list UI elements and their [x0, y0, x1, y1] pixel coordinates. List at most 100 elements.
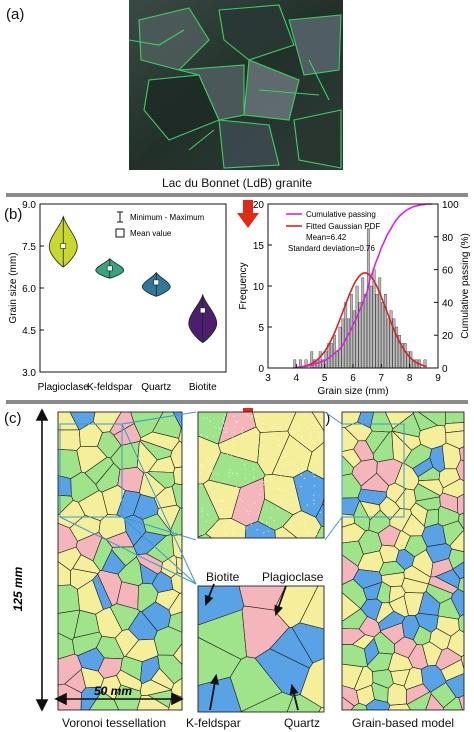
x-category-label: K-feldspar	[87, 382, 133, 393]
histogram-bar	[335, 351, 339, 369]
cumulative-curve	[293, 203, 433, 369]
y-tick-label: 10	[253, 282, 265, 293]
grain-texture	[199, 413, 322, 536]
histogram-bar	[364, 293, 367, 369]
grain-cell	[173, 466, 183, 486]
mean-marker	[153, 279, 160, 286]
histogram-bar	[347, 318, 350, 369]
histogram-bar	[375, 293, 379, 369]
x-tick-label: 7	[379, 373, 385, 384]
mean-annotation: Mean=6.42	[306, 233, 347, 242]
width-dimension-label: 50 mm	[94, 684, 132, 698]
histogram-bar	[355, 285, 359, 369]
histogram-bar	[352, 310, 356, 369]
grain-cell	[57, 584, 80, 614]
grain-cell	[457, 493, 465, 516]
callout-plagioclase: Plagioclase	[262, 570, 324, 584]
voronoi-tessellation	[57, 411, 183, 711]
panel-b-label: (b)	[4, 206, 23, 223]
grain-cell	[445, 411, 465, 424]
legend-gaussian-label: Fitted Gaussian PDF	[306, 222, 380, 231]
y-axis-label: Grain size (mm)	[8, 252, 19, 323]
zoom-view-top	[197, 411, 325, 539]
x-tick-label: 3	[265, 373, 271, 384]
y-tick-label: 9.0	[22, 200, 36, 211]
histogram-bar	[386, 318, 390, 369]
histogram-bar	[372, 269, 376, 369]
legend-mean-icon	[115, 228, 125, 238]
granite-photo	[129, 0, 343, 170]
panel-c-label: (c)	[4, 410, 22, 427]
grain-based-model	[341, 411, 465, 711]
x-axis-label: Grain size (mm)	[317, 386, 388, 397]
y-tick-label: 0	[258, 364, 264, 375]
height-dimension-label: 125 mm	[11, 566, 25, 611]
height-dimension	[35, 408, 49, 712]
y-tick-label: 4.5	[22, 326, 36, 337]
histogram-bar	[381, 302, 384, 369]
arrow-head	[289, 683, 299, 696]
histogram-bar	[369, 285, 373, 369]
x-tick-label: 5	[322, 373, 328, 384]
x-category-label: Biotite	[189, 382, 217, 393]
legend-mean-label: Mean value	[130, 229, 172, 238]
y-tick-label: 5	[258, 323, 264, 334]
violin-chart: 3.0 4.5 6.0 7.5 9.0 Grain size (mm) Plagioclas…	[8, 200, 227, 393]
y-tick-label: 7.5	[22, 242, 36, 253]
down-arrow-icon	[237, 200, 259, 228]
x-tick-label: 9	[435, 373, 441, 384]
histogram-bar	[403, 343, 407, 369]
x-tick-label: 6	[350, 373, 356, 384]
y-tick-label: 20	[253, 200, 265, 211]
grain-cell	[57, 429, 81, 451]
mean-marker	[199, 307, 206, 314]
callout-kfeldspar: K-feldspar	[186, 716, 241, 730]
panel-a-caption: Lac du Bonnet (LdB) granite	[161, 176, 313, 190]
grain-cell	[391, 412, 421, 438]
grain-cell	[360, 472, 390, 493]
y2-axis-label: Cumulative passing (%)	[460, 233, 471, 339]
x-tick-label: 4	[294, 373, 300, 384]
width-dimension	[54, 692, 184, 706]
y2-tick-label: 0	[442, 364, 448, 375]
arrow-head	[204, 594, 214, 607]
legend-cumulative-label: Cumulative passing	[306, 210, 376, 219]
y-axis-label: Frequency	[238, 262, 249, 309]
mean-marker	[106, 265, 113, 272]
gaussian-curve	[296, 272, 427, 369]
y2-tick-label: 40	[442, 298, 454, 309]
grain-cell	[171, 534, 183, 559]
arrow-head	[210, 673, 219, 685]
y2-tick-label: 60	[442, 266, 454, 277]
zoom-view-bottom	[197, 585, 325, 713]
x-category-label: Plagioclase	[38, 382, 90, 393]
y2-tick-label: 80	[442, 233, 454, 244]
legend-range-label: Minimum - Maximum	[130, 213, 205, 222]
callout-quartz: Quartz	[284, 716, 321, 730]
callout-arrows	[204, 583, 299, 711]
grain-cell	[175, 556, 183, 575]
panel-c-caption: Voronoi tessellation	[62, 716, 167, 730]
y-tick-label: 6.0	[22, 284, 36, 295]
y-tick-label: 3.0	[22, 368, 36, 379]
mean-marker	[60, 243, 67, 249]
panel-a-label: (a)	[6, 6, 25, 23]
y2-tick-label: 100	[442, 200, 459, 211]
panel-d-caption: Grain-based model	[352, 716, 455, 730]
zoom-box	[59, 423, 123, 518]
histogram-bar	[344, 302, 348, 369]
x-category-label: Quartz	[141, 382, 171, 393]
histogram-bar	[318, 351, 322, 369]
grain-cell	[387, 682, 407, 706]
separator-2	[6, 400, 468, 404]
x-tick-label: 8	[407, 373, 413, 384]
std-annotation: Standard deviation=0.76	[288, 244, 376, 253]
callout-biotite: Biotite	[206, 570, 240, 584]
separator-1	[6, 193, 468, 197]
y2-tick-label: 20	[442, 331, 454, 342]
arrow-head	[274, 604, 283, 617]
y-tick-label: 15	[253, 241, 265, 252]
voronoi-figure: 125 mm 50 mm	[11, 408, 465, 713]
histogram-bar	[361, 277, 365, 369]
